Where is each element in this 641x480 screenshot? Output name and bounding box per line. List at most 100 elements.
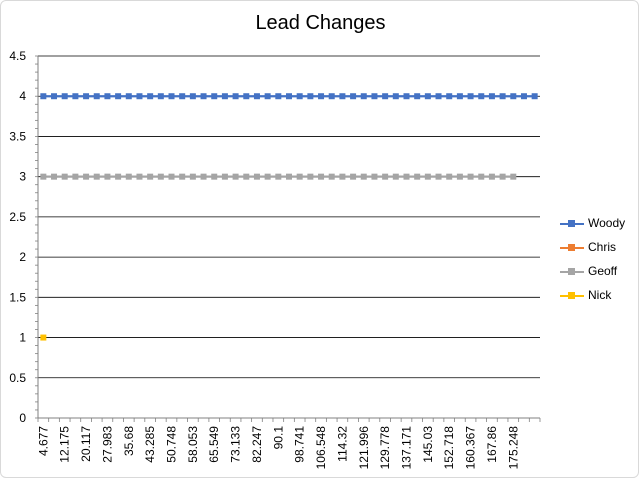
data-point-geoff bbox=[147, 173, 154, 180]
data-point-geoff bbox=[40, 173, 47, 180]
data-point-woody bbox=[392, 93, 399, 100]
data-point-geoff bbox=[456, 173, 463, 180]
data-point-geoff bbox=[61, 173, 68, 180]
data-point-woody bbox=[51, 93, 58, 100]
data-point-geoff bbox=[232, 173, 239, 180]
data-point-geoff bbox=[243, 173, 250, 180]
data-point-geoff bbox=[157, 173, 164, 180]
data-point-woody bbox=[168, 93, 175, 100]
legend-item-geoff: Geoff bbox=[558, 262, 638, 286]
data-point-geoff bbox=[211, 173, 218, 180]
x-tick-label: 43.285 bbox=[143, 426, 157, 463]
data-point-woody bbox=[264, 93, 271, 100]
x-tick-label: 145.03 bbox=[421, 426, 435, 463]
x-tick-label: 50.748 bbox=[165, 426, 179, 463]
data-point-geoff bbox=[403, 173, 410, 180]
data-point-woody bbox=[382, 93, 389, 100]
data-point-geoff bbox=[296, 173, 303, 180]
x-tick-label: 160.367 bbox=[464, 426, 478, 470]
data-point-woody bbox=[189, 93, 196, 100]
x-tick-label: 35.68 bbox=[122, 426, 136, 456]
x-tick-label: 137.171 bbox=[399, 426, 413, 470]
data-point-woody bbox=[221, 93, 228, 100]
legend-marker-chris bbox=[568, 244, 575, 251]
y-tick-label: 3 bbox=[19, 170, 26, 184]
data-point-woody bbox=[232, 93, 239, 100]
x-tick-label: 106.548 bbox=[314, 426, 328, 470]
data-point-woody bbox=[83, 93, 90, 100]
data-point-woody bbox=[200, 93, 207, 100]
legend-marker-nick bbox=[568, 292, 575, 299]
x-tick-label: 27.983 bbox=[100, 426, 114, 463]
data-point-geoff bbox=[125, 173, 132, 180]
legend-marker-geoff bbox=[568, 268, 575, 275]
data-point-woody bbox=[350, 93, 357, 100]
data-point-geoff bbox=[318, 173, 325, 180]
data-point-woody bbox=[72, 93, 79, 100]
data-point-woody bbox=[531, 93, 538, 100]
y-tick-label: 1 bbox=[19, 331, 26, 345]
data-point-woody bbox=[275, 93, 282, 100]
x-tick-label: 65.549 bbox=[207, 426, 221, 463]
data-point-geoff bbox=[51, 173, 58, 180]
data-point-geoff bbox=[382, 173, 389, 180]
x-tick-label: 175.248 bbox=[506, 426, 520, 470]
data-point-geoff bbox=[371, 173, 378, 180]
data-point-geoff bbox=[200, 173, 207, 180]
data-point-woody bbox=[371, 93, 378, 100]
data-point-geoff bbox=[136, 173, 143, 180]
data-point-geoff bbox=[307, 173, 314, 180]
data-point-geoff bbox=[435, 173, 442, 180]
y-tick-label: 2.5 bbox=[9, 210, 26, 224]
y-tick-label: 1.5 bbox=[9, 290, 26, 304]
data-point-geoff bbox=[286, 173, 292, 180]
data-point-geoff bbox=[392, 173, 399, 180]
data-point-geoff bbox=[360, 173, 367, 180]
x-tick-label: 114.32 bbox=[335, 426, 349, 462]
legend-label: Woody bbox=[588, 216, 626, 230]
data-point-woody bbox=[136, 93, 143, 100]
data-point-woody bbox=[147, 93, 154, 100]
x-tick-label: 58.053 bbox=[186, 426, 200, 463]
data-point-geoff bbox=[189, 173, 196, 180]
data-point-geoff bbox=[488, 173, 495, 180]
data-point-woody bbox=[211, 93, 218, 100]
data-point-nick bbox=[40, 334, 47, 341]
data-point-woody bbox=[328, 93, 335, 100]
x-tick-label: 20.117 bbox=[79, 426, 93, 462]
data-point-woody bbox=[339, 93, 346, 100]
data-point-geoff bbox=[104, 173, 111, 180]
x-tick-label: 152.718 bbox=[442, 426, 456, 470]
x-tick-label: 12.175 bbox=[58, 426, 72, 463]
data-point-geoff bbox=[179, 173, 186, 180]
data-point-geoff bbox=[328, 173, 335, 180]
data-point-woody bbox=[104, 93, 111, 100]
data-point-woody bbox=[499, 93, 506, 100]
data-point-geoff bbox=[499, 173, 506, 180]
chart-title: Lead Changes bbox=[255, 12, 386, 34]
y-tick-label: 3.5 bbox=[9, 129, 26, 143]
data-point-woody bbox=[414, 93, 421, 100]
data-point-geoff bbox=[83, 173, 90, 180]
data-point-woody bbox=[424, 93, 431, 100]
legend-item-nick: Nick bbox=[558, 286, 638, 310]
y-tick-label: 4 bbox=[19, 89, 26, 103]
data-point-woody bbox=[456, 93, 463, 100]
chart-legend: Woody Chris Geoff Nick bbox=[558, 214, 638, 310]
data-point-geoff bbox=[264, 173, 271, 180]
legend-item-chris: Chris bbox=[558, 238, 638, 262]
data-point-woody bbox=[243, 93, 250, 100]
data-point-woody bbox=[125, 93, 132, 100]
data-point-woody bbox=[467, 93, 474, 100]
legend-item-woody: Woody bbox=[558, 214, 638, 238]
data-point-geoff bbox=[350, 173, 357, 180]
data-point-geoff bbox=[93, 173, 100, 180]
data-point-woody bbox=[446, 93, 453, 100]
y-tick-label: 2 bbox=[19, 250, 26, 264]
x-tick-label: 98.741 bbox=[293, 426, 307, 463]
data-point-woody bbox=[61, 93, 68, 100]
x-tick-label: 82.247 bbox=[250, 426, 264, 463]
data-point-geoff bbox=[339, 173, 346, 180]
